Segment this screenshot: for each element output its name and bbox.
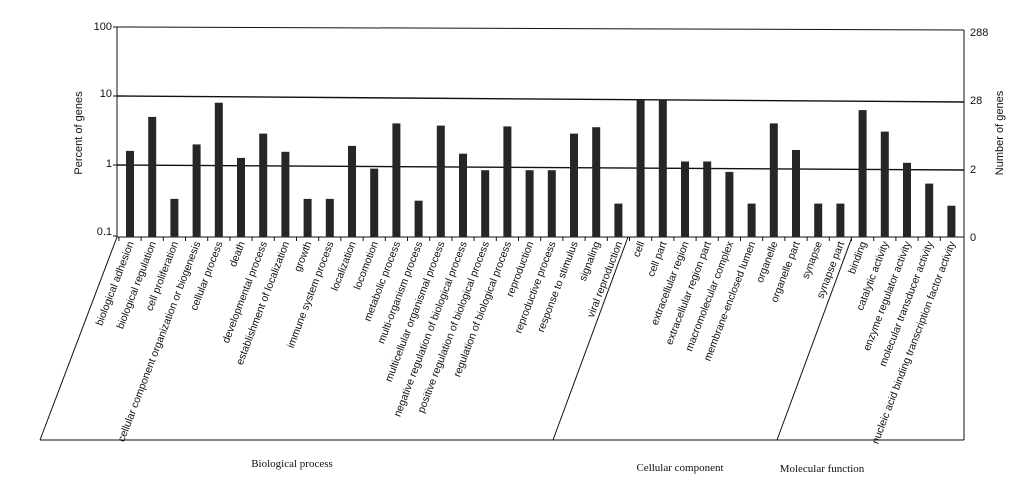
right-axis-title: Number of genes — [994, 90, 1006, 175]
bar — [214, 102, 223, 237]
bar — [481, 170, 490, 237]
bar — [769, 123, 778, 237]
category-label: growth — [292, 240, 315, 274]
bar — [170, 198, 179, 237]
group-label-cellular-component: Cellular component — [636, 462, 723, 474]
bar — [681, 161, 689, 237]
bar — [792, 150, 800, 237]
reference-line-10 — [116, 95, 965, 103]
bar — [259, 133, 268, 237]
right-tick-label: 28 — [970, 95, 982, 107]
bar — [348, 145, 356, 237]
bar — [703, 161, 712, 237]
bar — [148, 116, 157, 237]
bar-series — [126, 100, 956, 237]
bar — [725, 171, 734, 237]
bar — [237, 157, 245, 237]
bar — [858, 110, 867, 237]
category-label: cell part — [645, 240, 669, 279]
left-axis-title: Percent of genes — [73, 91, 85, 175]
bar — [303, 198, 312, 237]
bar — [547, 170, 556, 237]
bar — [903, 162, 911, 237]
category-label: death — [227, 240, 248, 269]
group-divider — [776, 236, 853, 441]
bar — [814, 203, 823, 237]
bar — [325, 198, 334, 237]
left-tick-label: 10 — [100, 88, 112, 100]
bar — [947, 205, 956, 237]
right-tick-label: 0 — [970, 232, 976, 244]
group-frame-left — [39, 236, 118, 441]
reference-line-1 — [116, 164, 965, 171]
bar — [614, 203, 623, 237]
group-label-molecular-function: Molecular function — [780, 463, 865, 475]
bar — [747, 203, 756, 237]
group-divider — [552, 236, 629, 441]
x-tick-marks — [118, 237, 941, 241]
bar — [880, 131, 889, 237]
bar — [126, 150, 134, 237]
left-tick-label: 0.1 — [97, 226, 112, 238]
category-label: immune system process — [285, 240, 337, 350]
bar — [925, 183, 934, 237]
top-axis-line — [116, 26, 965, 31]
category-label: binding — [846, 240, 869, 276]
bar — [370, 168, 379, 237]
group-label-biological-process: Biological process — [251, 458, 333, 470]
bar — [836, 203, 845, 237]
left-tick-label: 100 — [94, 21, 112, 33]
bar — [414, 200, 423, 237]
right-tick-label: 288 — [970, 27, 988, 39]
bar — [636, 100, 645, 237]
bar — [436, 125, 445, 237]
bar — [658, 100, 667, 237]
category-label: cell — [631, 240, 648, 259]
bar — [503, 126, 512, 237]
category-label: synapse — [800, 240, 825, 281]
bar — [592, 127, 601, 237]
bar — [525, 170, 534, 237]
bar — [392, 123, 401, 237]
bar — [570, 133, 578, 237]
bar — [459, 153, 467, 237]
bar — [281, 151, 290, 237]
left-tick-label: 1 — [106, 158, 112, 170]
right-tick-label: 2 — [970, 164, 976, 176]
bar — [192, 144, 201, 237]
